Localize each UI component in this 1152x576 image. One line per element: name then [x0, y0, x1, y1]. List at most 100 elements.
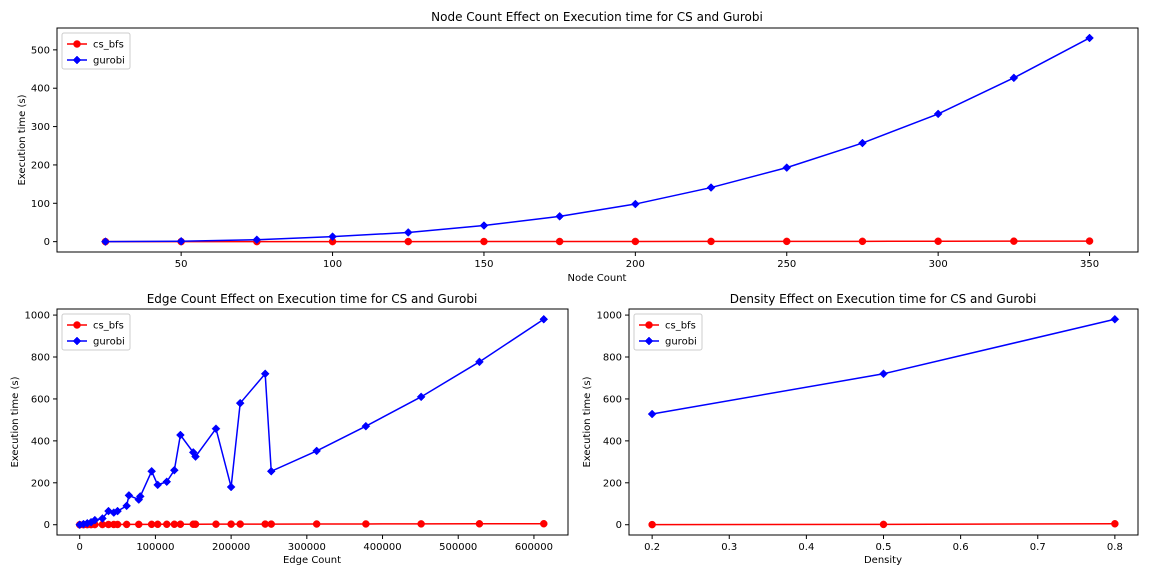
legend-gurobi-marker	[72, 336, 82, 346]
series-cs_bfs-point	[113, 520, 122, 529]
chart-edge-count-plot-area	[56, 308, 569, 536]
series-cs_bfs-point	[135, 520, 143, 529]
x-tick-label: 0.8	[1107, 542, 1123, 553]
series-cs_bfs-point	[783, 237, 791, 246]
series-cs_bfs-line	[79, 522, 544, 526]
chart-density-yticks: 0 200 400 600 800 1000	[597, 311, 629, 531]
series-gurobi-point	[176, 430, 185, 440]
chart-edge-count-title: Edge Count Effect on Execution time for …	[147, 292, 478, 306]
series-gurobi-point	[647, 409, 657, 419]
y-tick-label: 600	[603, 394, 622, 405]
y-tick-label: 500	[31, 45, 50, 56]
series-cs_bfs-point	[236, 520, 244, 528]
x-tick-label: 200	[626, 259, 645, 270]
chart-edge-count-ylabel: Execution time (s)	[10, 376, 21, 467]
y-tick-label: 200	[31, 160, 50, 171]
series-gurobi-point	[539, 314, 549, 324]
y-tick-label: 400	[603, 436, 622, 447]
series-cs_bfs-point	[555, 237, 564, 246]
series-gurobi-point	[266, 466, 276, 476]
y-tick-label: 1000	[25, 311, 50, 322]
series-cs_bfs-point	[1085, 237, 1094, 245]
series-gurobi-point	[312, 446, 322, 456]
series-gurobi-point	[135, 492, 145, 501]
x-tick-label: 300	[929, 259, 948, 270]
legend-gurobi-label: gurobi	[665, 337, 697, 348]
x-tick-label: 0.6	[953, 542, 969, 553]
series-gurobi-point	[858, 138, 867, 148]
series-gurobi-point	[782, 163, 792, 172]
series-cs_bfs-point	[858, 237, 867, 246]
series-gurobi-point	[328, 232, 337, 242]
chart-density-plot-area	[628, 308, 1139, 536]
series-cs_bfs-point	[267, 520, 275, 528]
series-gurobi-point	[706, 183, 716, 192]
legend-cs_bfs-marker	[73, 40, 81, 48]
x-tick-label: 350	[1080, 259, 1099, 270]
y-tick-label: 0	[616, 520, 622, 531]
legend-gurobi-marker	[644, 336, 654, 346]
y-tick-label: 1000	[597, 311, 622, 322]
x-tick-label: 250	[777, 259, 796, 270]
series-gurobi-point	[122, 501, 132, 511]
x-tick-label: 100	[323, 259, 342, 270]
series-gurobi-point	[169, 465, 179, 475]
series-gurobi-line	[105, 37, 1090, 243]
series-cs_bfs	[101, 237, 1094, 246]
series-gurobi-point	[630, 199, 640, 209]
chart-node-count-title: Node Count Effect on Execution time for …	[431, 10, 763, 24]
y-tick-label: 0	[44, 237, 50, 248]
series-cs_bfs-point	[122, 520, 131, 529]
chart-edge-count-xlabel: Edge Count	[283, 555, 341, 566]
chart-node-count-yticks: 0 100 200 300 400 500	[31, 45, 57, 248]
x-tick-label: 100000	[136, 542, 174, 553]
y-tick-label: 200	[31, 478, 50, 489]
series-cs_bfs-point	[648, 520, 656, 529]
legend-gurobi-label: gurobi	[93, 56, 125, 67]
series-gurobi-point	[153, 480, 163, 490]
y-tick-label: 0	[44, 520, 50, 531]
series-cs_bfs-point	[1010, 237, 1018, 245]
series-gurobi-point	[416, 392, 426, 402]
series-cs_bfs-point	[475, 520, 484, 528]
y-tick-label: 200	[603, 478, 622, 489]
y-tick-label: 800	[31, 353, 50, 364]
x-tick-label: 300000	[288, 542, 326, 553]
series-cs_bfs-point	[362, 520, 370, 528]
x-tick-label: 0.4	[798, 542, 814, 553]
series-gurobi-point	[933, 109, 943, 119]
series-cs_bfs-point	[417, 520, 425, 528]
x-tick-label: 0.5	[876, 542, 892, 553]
series-cs_bfs	[648, 520, 1119, 529]
x-tick-label: 0.7	[1030, 542, 1046, 553]
legend-cs_bfs-label: cs_bfs	[93, 321, 124, 332]
series-cs_bfs-point	[631, 237, 640, 246]
chart-edge-count-yticks: 0 200 400 600 800 1000	[25, 311, 57, 531]
series-cs_bfs-point	[879, 520, 888, 529]
x-tick-label: 0	[77, 542, 83, 553]
series-gurobi-point	[147, 466, 156, 476]
chart-edge-count-series	[75, 314, 549, 530]
x-tick-label: 0.3	[721, 542, 737, 553]
series-cs_bfs-point	[227, 520, 235, 528]
chart-density-ylabel: Execution time (s)	[582, 376, 593, 467]
series-gurobi-line	[652, 318, 1116, 415]
series-gurobi-line	[79, 318, 545, 526]
series-cs_bfs-point	[191, 520, 200, 528]
series-gurobi-point	[1009, 73, 1019, 83]
series-gurobi-point	[235, 398, 245, 408]
chart-node-count-series	[101, 33, 1094, 246]
series-gurobi-point	[211, 424, 221, 434]
series-gurobi-point	[191, 452, 200, 461]
x-tick-label: 0.2	[644, 542, 660, 553]
series-gurobi-point	[1110, 314, 1120, 324]
y-tick-label: 400	[31, 436, 50, 447]
y-tick-label: 400	[31, 84, 50, 95]
series-gurobi-point	[98, 514, 107, 523]
series-gurobi-point	[403, 228, 413, 237]
series-gurobi-point	[475, 357, 484, 367]
series-gurobi-point	[555, 211, 565, 221]
